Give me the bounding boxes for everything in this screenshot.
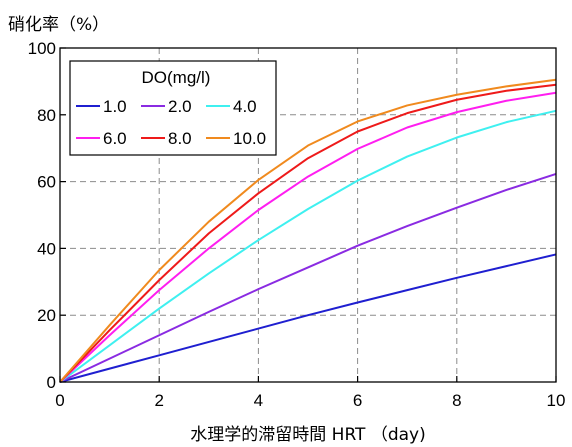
- y-axis-title: 硝化率（%）: [8, 15, 109, 35]
- x-tick-label: 8: [452, 391, 461, 410]
- legend: DO(mg/l) 1.0 2.0 4.0 6.0 8.0 10.0: [69, 60, 277, 156]
- legend-label: 2.0: [168, 97, 192, 116]
- legend-label: 8.0: [168, 129, 192, 148]
- y-tick-label: 80: [37, 106, 56, 125]
- y-tick-label: 100: [28, 39, 56, 58]
- plot-frame: [59, 47, 557, 383]
- y-tick-label: 20: [37, 306, 56, 325]
- series-line-do-4-0: [59, 109, 557, 383]
- y-tick-label: 0: [47, 373, 56, 392]
- legend-box: [69, 60, 277, 156]
- x-tick-label: 4: [254, 391, 263, 410]
- x-tick-label: 6: [353, 391, 362, 410]
- series-line-do-1-0: [59, 253, 557, 383]
- axis-ticks: 0 20 40 60 80 100 0 2 4 6 8 10: [28, 39, 566, 410]
- series-lines: [59, 78, 557, 383]
- x-tick-label: 10: [547, 391, 566, 410]
- series-line-do-10-0: [59, 78, 557, 383]
- series-line-do-8-0: [59, 83, 557, 383]
- x-tick-label: 2: [154, 391, 163, 410]
- legend-title: DO(mg/l): [142, 68, 211, 87]
- x-tick-label: 0: [55, 391, 64, 410]
- legend-label: 10.0: [233, 129, 266, 148]
- legend-label: 6.0: [103, 129, 127, 148]
- series-line-do-2-0: [59, 172, 557, 383]
- legend-label: 4.0: [233, 97, 257, 116]
- y-tick-label: 40: [37, 239, 56, 258]
- y-tick-label: 60: [37, 173, 56, 192]
- legend-label: 1.0: [103, 97, 127, 116]
- x-axis-title: 水理学的滞留時間 HRT （day): [190, 425, 425, 445]
- series-line-do-6-0: [59, 91, 557, 383]
